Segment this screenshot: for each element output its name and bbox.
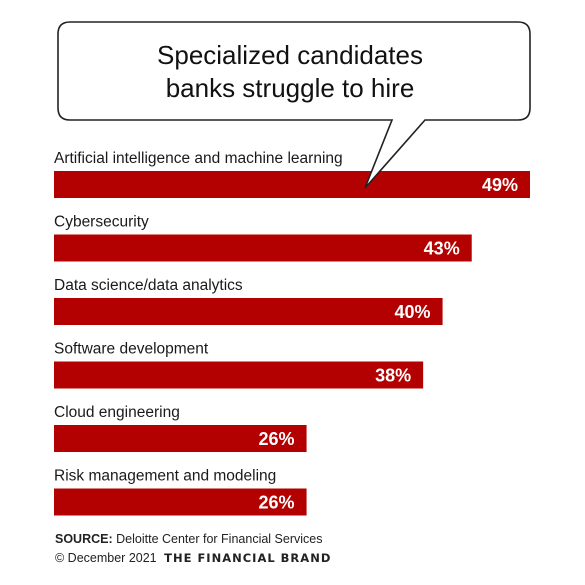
copyright-note: © December 2021 THE FINANCIAL BRAND [55, 551, 331, 565]
title-callout: Specialized candidates banks struggle to… [57, 21, 531, 189]
value-label: 40% [395, 302, 431, 322]
chart-title-line-1: Specialized candidates [157, 40, 423, 70]
copyright-text: © December 2021 [55, 551, 157, 565]
value-label: 26% [259, 429, 295, 449]
category-label: Risk management and modeling [54, 468, 276, 485]
bar [54, 488, 307, 516]
speech-bubble [57, 21, 531, 189]
value-label: 26% [259, 493, 295, 513]
bar [54, 234, 472, 262]
value-label: 49% [482, 175, 518, 195]
bar [54, 171, 530, 198]
bar [54, 361, 424, 389]
category-label: Software development [54, 341, 209, 358]
value-label: 38% [375, 366, 411, 386]
bars-layer: Artificial intelligence and machine lear… [54, 150, 530, 516]
chart-title-line-2: banks struggle to hire [166, 73, 415, 103]
category-label: Cybersecurity [54, 214, 149, 231]
bar [54, 298, 443, 325]
category-label: Data science/data analytics [54, 277, 243, 294]
source-note: SOURCE: Deloitte Center for Financial Se… [55, 532, 322, 546]
source-text: Deloitte Center for Financial Services [116, 532, 323, 546]
value-label: 43% [424, 239, 460, 259]
category-label: Cloud engineering [54, 404, 180, 421]
brand-logo-text: THE FINANCIAL BRAND [164, 551, 332, 565]
category-label: Artificial intelligence and machine lear… [54, 150, 343, 167]
bar [54, 425, 307, 452]
source-label: SOURCE: [55, 532, 113, 546]
